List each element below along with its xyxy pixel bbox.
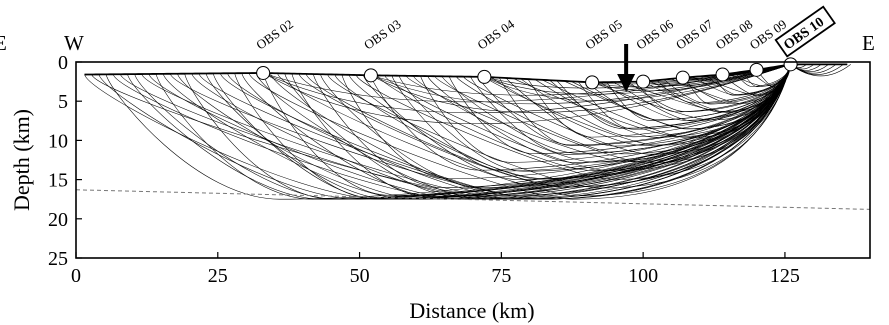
y-ticks: 0 5 10 15 20 25 (48, 52, 82, 270)
obs-label-group: OBS 03 (361, 16, 404, 52)
y-tick-label: 5 (58, 91, 68, 113)
ray-path (682, 64, 791, 81)
obs-station-marker (675, 70, 690, 85)
y-tick-label: 25 (48, 248, 68, 270)
ray-path (248, 64, 791, 200)
y-axis-title: Depth (km) (9, 109, 34, 211)
moho-line (75, 189, 871, 210)
x-tick-label: 100 (628, 265, 658, 287)
x-axis-title: Distance (km) (409, 298, 534, 323)
ray-path (391, 64, 791, 172)
x-tick-label: 75 (491, 265, 511, 287)
ray-path (463, 64, 791, 155)
ray-paths (84, 64, 851, 200)
obs-station-marker (363, 68, 378, 83)
ray-path (184, 64, 791, 200)
ray-path (134, 64, 791, 200)
ray-path (370, 64, 791, 113)
y-tick-label: 15 (48, 170, 68, 192)
obs-stations (256, 57, 798, 90)
arrow-head (617, 74, 636, 92)
ray-path (148, 64, 791, 200)
ray-path (263, 64, 791, 114)
obs-label: OBS 03 (361, 16, 404, 52)
obs-highlight-box (774, 5, 836, 58)
obs-label-group: OBS 07 (673, 16, 716, 52)
ray-path (513, 64, 791, 137)
ray-path (263, 64, 791, 124)
ray-path (649, 64, 791, 113)
obs-label: OBS 04 (474, 16, 517, 52)
obs-label-group: OBS 02 (253, 16, 296, 52)
obs-station-marker (477, 69, 492, 84)
ray-path (327, 64, 791, 189)
obs-label: OBS 05 (582, 16, 625, 52)
obs-label-group: OBS 04 (474, 16, 517, 52)
ray-path (370, 64, 791, 105)
ray-path (270, 64, 791, 196)
ray-path (642, 64, 791, 113)
y-tick-label: 0 (58, 52, 68, 74)
obs-label-group: OBS 05 (582, 16, 625, 52)
ray-path (384, 64, 791, 171)
x-tick-label: 25 (208, 265, 228, 287)
moho-dashed-line (75, 189, 871, 210)
x-tick-label: 50 (350, 265, 370, 287)
obs-label: OBS 06 (633, 16, 676, 52)
left-edge-label: E (0, 31, 7, 55)
obs-label: OBS 02 (253, 16, 296, 52)
ray-path (734, 64, 791, 87)
x-tick-label: 125 (770, 265, 800, 287)
obs-station-marker (256, 65, 271, 80)
x-ticks: 0 25 50 75 100 125 (71, 252, 800, 287)
ray-path (484, 64, 791, 101)
obs-station-marker (715, 67, 730, 82)
obs-label-group: OBS 06 (633, 16, 676, 52)
obs-label: OBS 07 (673, 16, 716, 52)
ray-path (534, 64, 791, 138)
obs-station-marker (749, 62, 764, 77)
ray-path (105, 64, 791, 200)
ray-path (556, 64, 791, 129)
obs-station-marker (783, 57, 798, 72)
east-label: E (862, 31, 875, 55)
obs-label-group: OBS 08 (713, 16, 756, 52)
x-tick-label: 0 (71, 265, 81, 287)
obs-label: OBS 08 (713, 16, 756, 52)
plot-frame (75, 61, 871, 259)
ray-path (341, 64, 791, 180)
y-tick-label: 20 (48, 209, 68, 231)
ray-path (405, 64, 791, 163)
obs-station-marker (636, 74, 651, 89)
west-label: W (64, 31, 84, 55)
arrow-marker (617, 44, 636, 92)
y-tick-label: 10 (48, 130, 68, 152)
ray-path (355, 64, 791, 180)
ray-path (434, 64, 791, 164)
obs-station-marker (585, 75, 600, 90)
ray-path (520, 64, 791, 138)
ray-path (277, 64, 791, 197)
